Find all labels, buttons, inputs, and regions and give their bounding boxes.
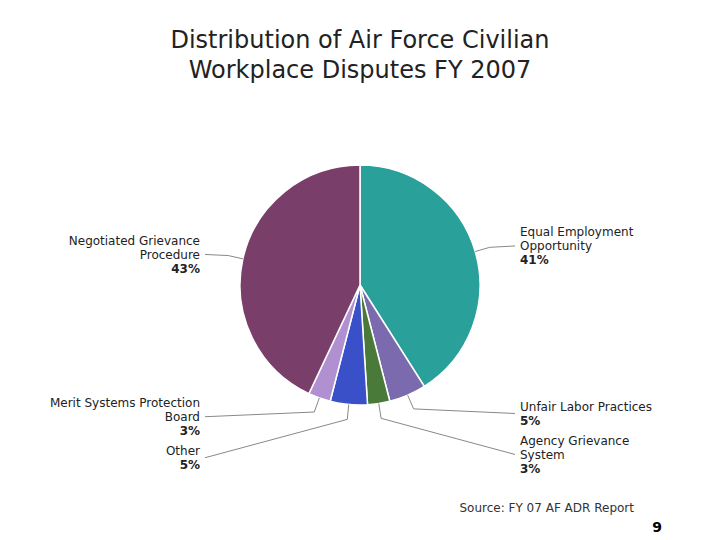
title-line: Distribution of Air Force Civilian xyxy=(170,26,549,54)
category-label: Merit Systems Protection xyxy=(50,396,200,410)
leader-line xyxy=(475,246,515,252)
leader-line xyxy=(205,404,349,457)
slice-label: Equal EmploymentOpportunity41% xyxy=(520,225,634,267)
pie xyxy=(240,165,480,405)
value-label: 5% xyxy=(520,414,540,428)
title-line: Workplace Disputes FY 2007 xyxy=(189,56,532,84)
leader-line xyxy=(205,398,319,417)
slice-label: Negotiated GrievanceProcedure43% xyxy=(69,234,200,276)
slice-label: Agency GrievanceSystem3% xyxy=(520,434,629,476)
category-label: Agency Grievance xyxy=(520,434,629,448)
category-label: Equal Employment xyxy=(520,225,634,239)
value-label: 3% xyxy=(520,462,540,476)
source: Source: FY 07 AF ADR Report xyxy=(459,501,634,515)
value-label: 3% xyxy=(180,424,200,438)
leader-line xyxy=(408,395,515,413)
slice-label: Unfair Labor Practices5% xyxy=(520,400,652,428)
labels: Equal EmploymentOpportunity41% Unfair Lab… xyxy=(50,225,652,476)
title: Distribution of Air Force CivilianWorkpl… xyxy=(170,26,549,84)
slice-label: Other5% xyxy=(166,444,200,472)
category-label: Procedure xyxy=(140,248,200,262)
category-label: Unfair Labor Practices xyxy=(520,400,652,414)
value-label: 5% xyxy=(180,458,200,472)
slice-label: Merit Systems ProtectionBoard3% xyxy=(50,396,200,438)
category-label: Negotiated Grievance xyxy=(69,234,200,248)
page-number: 9 xyxy=(652,519,662,535)
leader-line xyxy=(379,404,515,455)
slice xyxy=(240,165,360,394)
chart: Distribution of Air Force CivilianWorkpl… xyxy=(0,0,720,540)
category-label: Other xyxy=(166,444,200,458)
value-label: 41% xyxy=(520,253,549,267)
value-label: 43% xyxy=(171,262,200,276)
category-label: Opportunity xyxy=(520,239,592,253)
leader-line xyxy=(205,254,243,258)
category-label: Board xyxy=(165,410,200,424)
category-label: System xyxy=(520,448,565,462)
